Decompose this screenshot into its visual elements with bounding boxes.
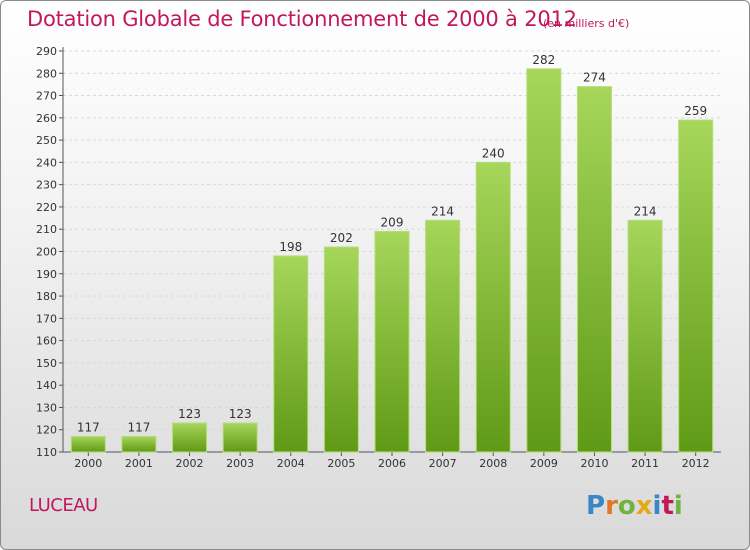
x-tick-label-2007: 2007 — [429, 457, 457, 470]
y-tick-label: 260 — [36, 112, 57, 125]
value-label-2005: 202 — [330, 231, 353, 245]
y-tick-label: 290 — [36, 45, 57, 58]
x-tick-label-2006: 2006 — [378, 457, 406, 470]
x-tick-label-2008: 2008 — [479, 457, 507, 470]
y-tick-label: 230 — [36, 179, 57, 192]
y-tick-label: 270 — [36, 90, 57, 103]
value-label-2000: 117 — [77, 420, 100, 434]
value-label-2009: 282 — [532, 53, 555, 67]
bar-2001 — [121, 435, 157, 453]
y-tick-label: 130 — [36, 401, 57, 414]
value-label-2008: 240 — [482, 146, 505, 160]
value-label-2003: 123 — [229, 407, 252, 421]
x-tick-label-2011: 2011 — [631, 457, 659, 470]
bar-2006 — [374, 230, 410, 453]
value-label-2007: 214 — [431, 204, 454, 218]
value-label-2006: 209 — [381, 215, 404, 229]
x-tick-label-2001: 2001 — [125, 457, 153, 470]
x-tick-label-2009: 2009 — [530, 457, 558, 470]
value-label-2010: 274 — [583, 71, 606, 85]
x-tick-label-2005: 2005 — [327, 457, 355, 470]
y-tick-label: 280 — [36, 67, 57, 80]
y-tick-label: 180 — [36, 290, 57, 303]
x-tick-label-2000: 2000 — [74, 457, 102, 470]
logo-letter: x — [635, 491, 653, 521]
bars — [70, 68, 714, 453]
x-tick-labels: 2000 2001 2002 2003 2004 2005 2006 2007 2008 2009… — [74, 457, 709, 470]
y-tick-label: 200 — [36, 246, 57, 259]
y-tick-label: 210 — [36, 223, 57, 236]
bar-2011 — [627, 219, 663, 453]
y-tick-label: 160 — [36, 335, 57, 348]
y-tick-label: 240 — [36, 156, 57, 169]
logo-letter: r — [605, 491, 618, 521]
y-tick-labels: 110 120 130 140 150 160 170 180 190 200 210 220 230 2… — [36, 45, 57, 459]
value-label-2002: 123 — [178, 407, 201, 421]
y-tick-label: 220 — [36, 201, 57, 214]
bar-2010 — [576, 86, 612, 453]
proxiti-logo[interactable]: Proxiti — [586, 491, 683, 521]
bar-2000 — [70, 435, 106, 453]
y-tick-label: 140 — [36, 379, 57, 392]
logo-letter: t — [661, 491, 674, 521]
y-tick-label: 170 — [36, 312, 57, 325]
y-tick-label: 150 — [36, 357, 57, 370]
logo-letter: i — [673, 491, 683, 521]
y-tick-label: 190 — [36, 268, 57, 281]
value-label-2012: 259 — [684, 104, 707, 118]
x-tick-label-2003: 2003 — [226, 457, 254, 470]
logo-letter: P — [586, 491, 606, 521]
bar-2008 — [475, 161, 511, 453]
x-tick-label-2010: 2010 — [580, 457, 608, 470]
logo-letter: o — [617, 491, 636, 521]
y-tick-label: 120 — [36, 424, 57, 437]
bar-2009 — [526, 68, 562, 453]
value-label-2011: 214 — [634, 204, 657, 218]
bar-2004 — [273, 255, 309, 453]
chart-title: Dotation Globale de Fonctionnement de 20… — [27, 7, 577, 31]
value-label-2004: 198 — [279, 240, 302, 254]
value-label-2001: 117 — [127, 420, 150, 434]
logo-letter: i — [652, 491, 662, 521]
bar-2005 — [323, 246, 359, 453]
bar-2012 — [678, 119, 714, 453]
y-tick-label: 110 — [36, 446, 57, 459]
y-tick-label: 250 — [36, 134, 57, 147]
chart-subtitle: (en milliers d'€) — [543, 17, 630, 30]
data-labels: 117 117 123 123 198 202 209 214 240 282 274 214 259 — [77, 53, 707, 435]
bar-2003 — [222, 422, 258, 453]
commune-name: LUCEAU — [29, 495, 98, 516]
x-tick-label-2002: 2002 — [176, 457, 204, 470]
x-tick-label-2012: 2012 — [682, 457, 710, 470]
x-tick-label-2004: 2004 — [277, 457, 305, 470]
bar-2007 — [425, 219, 461, 453]
bar-2002 — [172, 422, 208, 453]
